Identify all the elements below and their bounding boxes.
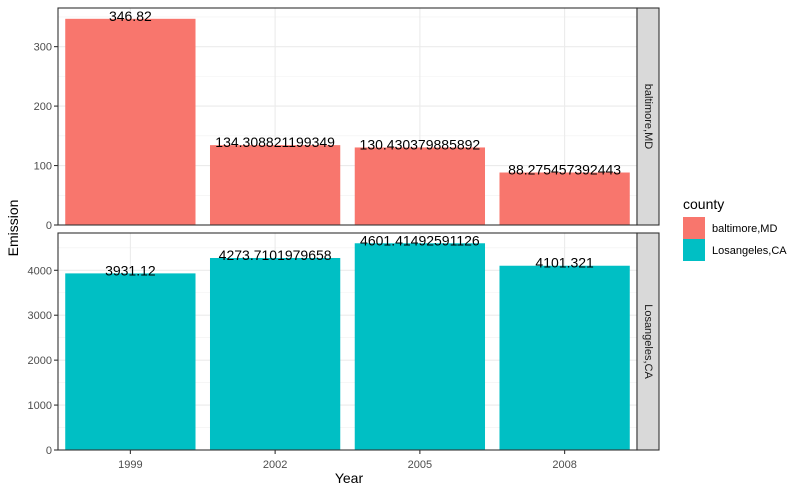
bar-value-label: 346.82 (109, 8, 152, 24)
legend-label: Losangeles,CA (712, 245, 787, 257)
x-tick-label: 2005 (408, 459, 432, 471)
facet-strip-label: baltimore,MD (642, 84, 654, 149)
y-tick-label: 0 (46, 220, 52, 232)
x-tick-label: 1999 (118, 459, 142, 471)
bar (354, 147, 486, 225)
y-tick-label: 2000 (28, 355, 52, 367)
bar-value-label: 4273.7101979658 (219, 247, 332, 263)
legend: county baltimore,MD Losangeles,CA (683, 196, 787, 261)
y-axis-title: Emission (5, 200, 21, 257)
bar-value-label: 4101.321 (535, 255, 594, 271)
legend-title: county (683, 196, 724, 212)
facet-strip-label: Losangeles,CA (642, 304, 654, 379)
chart-panels: 346.82 134.308821199349 130.430379885892 88… (57, 7, 660, 451)
y-tick-label: 300 (34, 42, 52, 54)
legend-label: baltimore,MD (712, 223, 777, 235)
bar (499, 265, 630, 450)
legend-swatch (683, 239, 705, 261)
x-axis-title: Year (335, 470, 364, 486)
y-tick-label: 1000 (28, 400, 52, 412)
y-tick-label: 0 (46, 445, 52, 457)
facet-panel-1: 3931.12 4273.7101979658 4601.41492591126 41… (57, 232, 660, 451)
bar-value-label: 88.275457392443 (508, 162, 621, 178)
bar (209, 145, 341, 225)
bar (65, 273, 196, 450)
bar-value-label: 4601.41492591126 (360, 232, 480, 248)
bar (499, 172, 630, 225)
x-tick-label: 2002 (263, 459, 287, 471)
x-tick-label: 2008 (552, 459, 576, 471)
bar-value-label: 134.308821199349 (215, 134, 335, 150)
facet-strip (636, 232, 660, 451)
bar-value-label: 3931.12 (105, 262, 156, 278)
bar (65, 18, 196, 226)
facet-panel-0: 346.82 134.308821199349 130.430379885892 88… (57, 7, 660, 226)
facet-strip (636, 7, 660, 226)
y-tick-label: 3000 (28, 310, 52, 322)
y-tick-label: 4000 (28, 265, 52, 277)
bar (354, 243, 486, 450)
bar (209, 257, 341, 450)
y-tick-label: 200 (34, 101, 52, 113)
y-tick-label: 100 (34, 161, 52, 173)
bar-value-label: 130.430379885892 (360, 136, 481, 152)
legend-swatch (683, 217, 705, 239)
